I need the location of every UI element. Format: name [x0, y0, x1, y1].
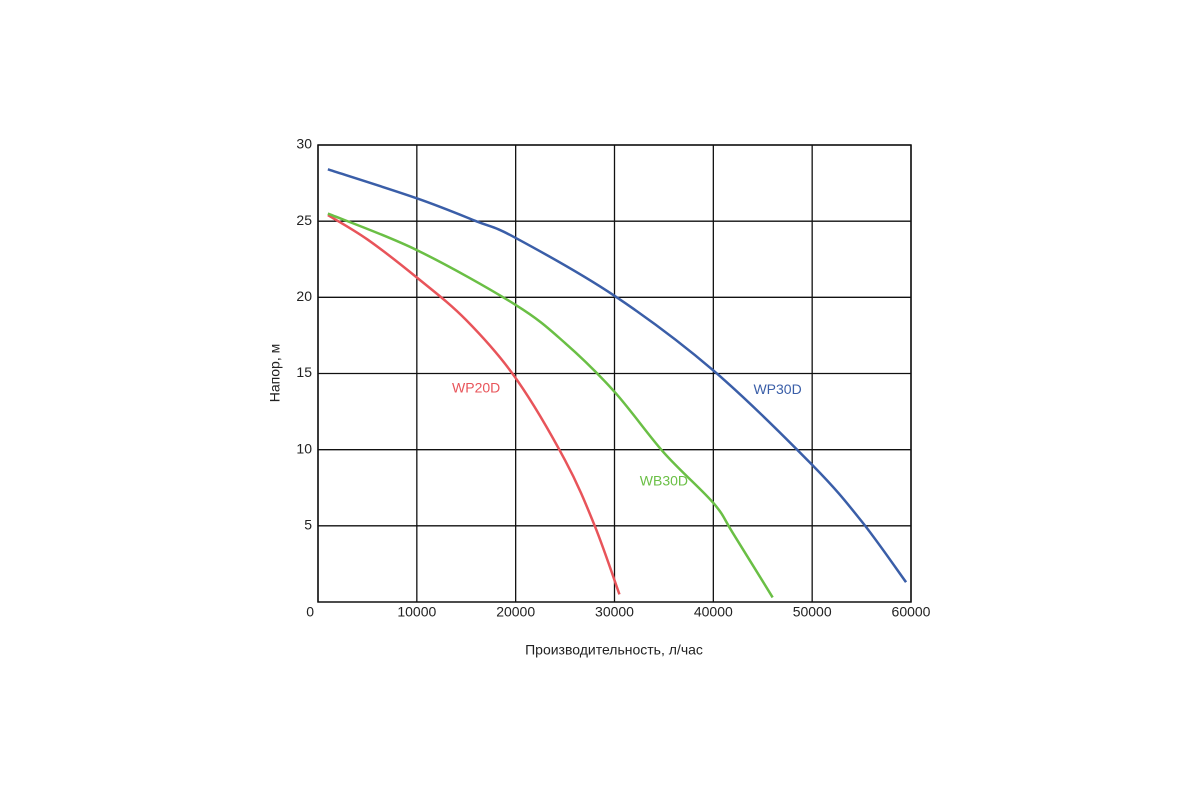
y-tick-label: 20 [296, 288, 312, 304]
x-tick-label: 50000 [793, 604, 832, 620]
x-tick-label: 30000 [595, 604, 634, 620]
series-line [327, 168, 908, 583]
x-tick-label: 0 [306, 604, 314, 620]
series-line [327, 214, 621, 595]
y-tick-label: 25 [296, 212, 312, 228]
y-axis-label: Напор, м [267, 344, 283, 402]
y-tick-label: 10 [296, 440, 312, 456]
series-label: WP20D [452, 379, 500, 395]
x-tick-label: 40000 [694, 604, 733, 620]
x-tick-label: 10000 [397, 604, 436, 620]
y-tick-label: 15 [296, 364, 312, 380]
series-line [327, 212, 774, 599]
x-tick-label: 20000 [496, 604, 535, 620]
series-label: WP30D [753, 381, 801, 397]
x-axis-label: Производительность, л/час [525, 642, 703, 658]
x-tick-label: 60000 [892, 604, 931, 620]
series-label: WB30D [640, 472, 688, 488]
y-tick-label: 30 [296, 136, 312, 152]
y-tick-label: 5 [304, 517, 312, 533]
